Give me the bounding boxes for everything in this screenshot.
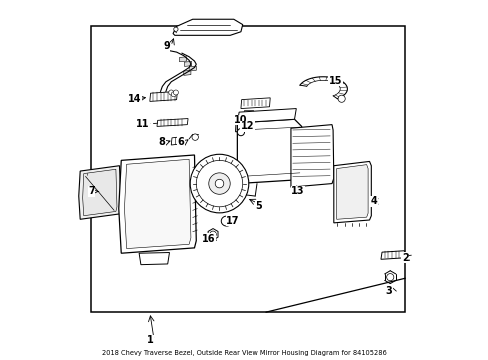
Polygon shape bbox=[235, 114, 263, 132]
Circle shape bbox=[190, 154, 248, 213]
Text: 10: 10 bbox=[234, 115, 247, 125]
Polygon shape bbox=[157, 118, 188, 126]
Circle shape bbox=[215, 179, 224, 188]
Polygon shape bbox=[183, 70, 190, 75]
Polygon shape bbox=[380, 251, 404, 259]
Circle shape bbox=[173, 90, 178, 95]
Bar bbox=[91, 26, 405, 312]
Text: 12: 12 bbox=[240, 121, 254, 131]
Polygon shape bbox=[189, 66, 196, 71]
Circle shape bbox=[386, 274, 393, 281]
Polygon shape bbox=[184, 62, 191, 66]
Text: 4: 4 bbox=[370, 197, 376, 206]
Text: 15: 15 bbox=[328, 76, 342, 86]
Text: 2018 Chevy Traverse Bezel, Outside Rear View Mirror Housing Diagram for 84105286: 2018 Chevy Traverse Bezel, Outside Rear … bbox=[102, 350, 386, 356]
Polygon shape bbox=[119, 155, 196, 253]
Text: 5: 5 bbox=[255, 201, 262, 211]
Polygon shape bbox=[244, 111, 253, 114]
Polygon shape bbox=[208, 229, 218, 240]
Text: 8: 8 bbox=[158, 138, 165, 148]
Circle shape bbox=[173, 27, 178, 31]
Text: 14: 14 bbox=[128, 94, 142, 104]
Text: 7: 7 bbox=[88, 186, 95, 197]
Circle shape bbox=[168, 90, 173, 95]
Circle shape bbox=[192, 134, 198, 140]
Polygon shape bbox=[333, 161, 370, 223]
Text: 9: 9 bbox=[163, 41, 170, 51]
Polygon shape bbox=[139, 252, 169, 265]
Text: 3: 3 bbox=[385, 287, 392, 296]
Text: 11: 11 bbox=[136, 118, 149, 129]
Text: 16: 16 bbox=[202, 234, 215, 244]
Polygon shape bbox=[79, 166, 121, 219]
Polygon shape bbox=[82, 169, 117, 216]
Polygon shape bbox=[149, 91, 177, 102]
Circle shape bbox=[208, 173, 230, 194]
Circle shape bbox=[237, 129, 244, 136]
Text: 6: 6 bbox=[177, 137, 184, 147]
Text: 17: 17 bbox=[226, 216, 239, 226]
Circle shape bbox=[209, 231, 216, 238]
Polygon shape bbox=[237, 109, 296, 123]
Circle shape bbox=[337, 95, 345, 102]
Circle shape bbox=[171, 92, 176, 97]
Polygon shape bbox=[336, 165, 367, 219]
Text: 13: 13 bbox=[291, 186, 304, 197]
Polygon shape bbox=[241, 98, 270, 109]
Polygon shape bbox=[173, 19, 242, 35]
Polygon shape bbox=[179, 57, 186, 62]
Text: 2: 2 bbox=[401, 252, 408, 262]
Polygon shape bbox=[171, 136, 184, 145]
Text: 1: 1 bbox=[146, 335, 153, 345]
Polygon shape bbox=[237, 119, 301, 184]
Polygon shape bbox=[290, 125, 333, 187]
Polygon shape bbox=[124, 159, 190, 249]
Circle shape bbox=[196, 160, 242, 207]
